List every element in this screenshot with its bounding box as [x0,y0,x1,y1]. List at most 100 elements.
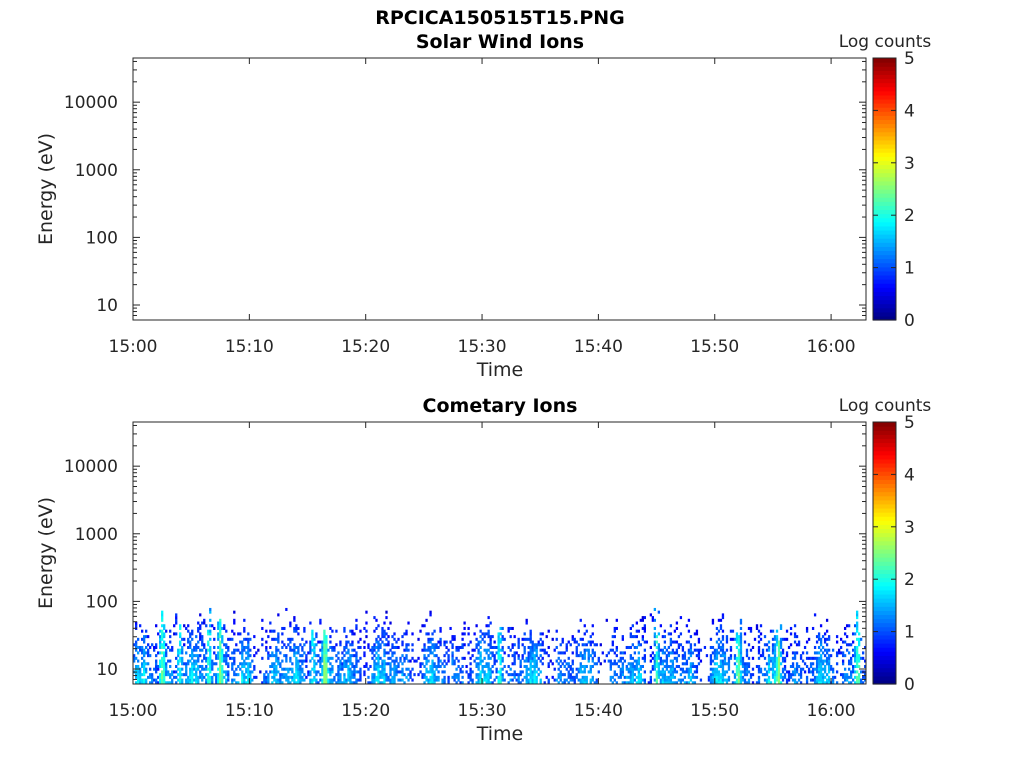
spectrogram-cell [741,678,745,682]
spectrogram-cell [295,626,298,630]
spectrogram-cell [839,651,843,655]
spectrogram-cell [715,656,719,660]
spectrogram-cell [271,681,274,685]
spectrogram-cell [477,664,480,669]
spectrogram-cell [643,670,646,674]
spectrogram-cell [589,664,592,669]
spectrogram-cell [559,651,562,655]
spectrogram-cell [775,670,779,674]
spectrogram-cell [387,675,390,679]
spectrogram-cell [233,618,236,622]
spectrogram-cell [325,643,328,647]
spectrogram-cell [831,675,835,679]
colorbar-segment [873,593,896,599]
spectrogram-cell [223,626,226,630]
spectrogram-cell [187,659,190,663]
spectrogram-cell [417,673,420,677]
spectrogram-cell [163,626,166,630]
spectrogram-cell [719,640,723,644]
spectrogram-cell [305,654,308,658]
spectrogram-cell [241,643,244,647]
spectrogram-cell [227,664,230,669]
spectrogram-cell [295,681,298,685]
spectrogram-cell [813,613,817,617]
spectrogram-cell [821,651,825,655]
spectrogram-cell [219,662,222,666]
spectrogram-cell [777,659,781,663]
spectrogram-cell [351,675,354,679]
spectrogram-cell [475,656,478,660]
spectrogram-cell [529,648,532,652]
spectrogram-cell [777,664,781,669]
spectrogram-cell [479,654,482,658]
spectrogram-cell [711,645,715,649]
spectrogram-cell [629,656,632,660]
spectrogram-cell [285,654,288,658]
spectrogram-cell [819,640,823,644]
spectrogram-cell [501,656,504,660]
spectrogram-cell [567,675,570,679]
spectrogram-cell [373,629,376,633]
spectrogram-cell [737,654,741,658]
spectrogram-cell [819,681,823,685]
spectrogram-cell [663,635,667,639]
spectrogram-cell [183,624,186,628]
spectrogram-cell [661,659,665,663]
spectrogram-cell [823,664,827,669]
spectrogram-cell [749,673,753,677]
colorbar-segment [873,66,896,71]
spectrogram-cell [207,678,210,682]
spectrogram-cell [483,640,486,644]
spectrogram-cell [433,629,436,633]
spectrogram-cell [473,659,476,663]
spectrogram-cell [643,648,646,652]
spectrogram-cell [529,681,532,685]
spectrogram-cell [195,654,198,658]
spectrogram-cell [439,626,442,630]
spectrogram-cell [407,648,410,652]
spectrogram-cell [731,670,735,674]
spectrogram-cell [157,651,160,655]
spectrogram-cell [179,626,182,630]
spectrogram-cell [191,632,194,636]
spectrogram-cell [317,681,320,685]
spectrogram-cell [745,662,749,666]
spectrogram-cell [821,675,825,679]
y-tick-label: 10000 [64,457,118,477]
spectrogram-cell [355,659,358,663]
spectrogram-cell [379,675,382,679]
spectrogram-cell [187,640,190,644]
spectrogram-cell [169,664,172,669]
spectrogram-cell [737,640,741,644]
colorbar-tick-label: 1 [904,623,915,643]
spectrogram-cell [533,659,536,663]
spectrogram-cell [791,662,795,666]
spectrogram-cell [275,645,278,649]
spectrogram-cell [785,637,789,641]
spectrogram-cell [579,651,582,655]
spectrogram-cell [309,645,312,649]
spectrogram-cell [857,678,861,682]
spectrogram-cell [629,681,632,685]
spectrogram-cell [855,629,859,633]
spectrogram-cell [463,643,466,647]
spectrogram-cell [205,667,208,671]
spectrogram-cell [779,662,783,666]
spectrogram-cell [369,664,372,669]
spectrogram-cell [653,659,657,663]
spectrogram-cell [193,654,196,658]
spectrogram-cell [483,678,486,682]
spectrogram-cell [533,643,536,647]
spectrogram-cell [797,643,801,647]
spectrogram-cell [419,662,422,666]
spectrogram-cell [179,673,182,677]
spectrogram-cell [845,635,849,639]
spectrogram-cell [143,670,146,674]
spectrogram-cell [661,651,665,655]
spectrogram-cell [663,664,667,669]
spectrogram-cell [711,621,715,625]
spectrogram-cell [197,664,200,669]
spectrogram-cell [857,640,861,644]
spectrogram-cell [529,678,532,682]
